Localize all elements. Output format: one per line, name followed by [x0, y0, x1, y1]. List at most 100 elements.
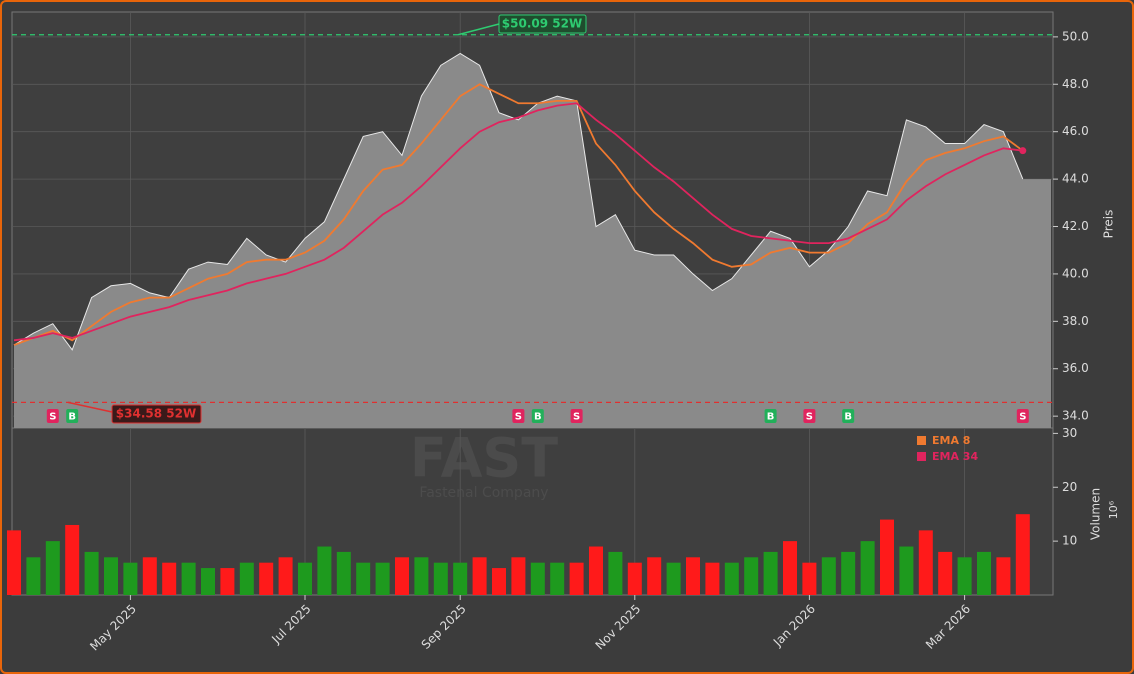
legend-swatch [917, 436, 926, 445]
volume-bar [589, 546, 603, 595]
y-tick-label: 40.0 [1062, 266, 1089, 280]
volume-bar [686, 557, 700, 595]
volume-bar [298, 562, 312, 595]
volume-bar [259, 562, 274, 595]
signal-badge [46, 409, 59, 423]
volume-bar [492, 568, 506, 595]
company-watermark: Fastenal Company [419, 485, 548, 501]
signal-badge [803, 409, 816, 423]
volume-bar [957, 557, 972, 595]
x-tick-label: Jan 2026 [770, 602, 818, 650]
volume-bar [996, 557, 1011, 595]
price-area [14, 53, 1051, 429]
y-tick-label: 34.0 [1062, 409, 1089, 423]
signal-badge [531, 409, 544, 423]
signal-badge [764, 409, 777, 423]
volume-bar [860, 541, 875, 595]
y-tick-label: 20 [1062, 480, 1077, 494]
volume-bar [181, 562, 196, 595]
volume-bar [511, 557, 526, 595]
volume-bar [201, 568, 215, 595]
volume-bar [569, 562, 584, 595]
volume-bar [220, 568, 235, 595]
signal-label: S [49, 412, 56, 423]
y-tick-label: 30 [1062, 426, 1077, 440]
volume-bar [918, 530, 933, 595]
signal-label: B [767, 412, 775, 423]
volume-bar [550, 562, 565, 595]
low-52w-label: $34.58 52W [116, 407, 196, 421]
signal-label: S [1019, 412, 1026, 423]
volume-bar [763, 551, 778, 595]
volume-bar [608, 551, 623, 595]
signal-label: B [844, 412, 852, 423]
x-tick-label: Jul 2025 [268, 602, 313, 647]
signal-label: S [806, 412, 813, 423]
signal-label: S [515, 412, 522, 423]
volume-bar [414, 557, 429, 595]
volume-bar [104, 557, 118, 595]
signal-label: B [68, 412, 76, 423]
y-axis-label: Preis [1102, 210, 1116, 239]
volume-bar [375, 562, 390, 595]
volume-bar [356, 562, 371, 595]
volume-bar [433, 562, 448, 595]
volume-bar [744, 557, 759, 595]
volume-bar [1015, 514, 1030, 595]
volume-bar [977, 551, 991, 595]
low-52w-box [111, 404, 202, 424]
volume-bar [123, 562, 138, 595]
volume-bar [472, 557, 487, 595]
legend-label: EMA 34 [932, 450, 978, 463]
volume-bar [647, 557, 662, 595]
x-tick-label: Nov 2025 [593, 602, 644, 653]
volume-bar [802, 562, 817, 595]
volume-bar [317, 546, 332, 595]
volume-bar [162, 562, 177, 595]
volume-bar [278, 557, 293, 595]
volume-axis-label: Volumen [1089, 488, 1103, 540]
volume-bar [26, 557, 41, 595]
signal-badge [842, 409, 855, 423]
volume-unit: 10⁶ [1107, 500, 1120, 519]
volume-bar [7, 530, 21, 595]
price-line [13, 52, 1024, 351]
ticker-watermark: FAST [410, 427, 558, 490]
signal-badge [570, 409, 583, 423]
volume-bar [65, 524, 80, 595]
signal-label: B [534, 412, 542, 423]
volume-bar [938, 551, 953, 595]
signal-badge [512, 409, 525, 423]
signal-badge [66, 409, 79, 423]
volume-bar [84, 551, 99, 595]
high-52w-box [498, 14, 587, 34]
y-tick-label: 10 [1062, 534, 1077, 548]
signal-label: S [573, 412, 580, 423]
y-tick-label: 48.0 [1062, 77, 1089, 91]
x-tick-label: May 2025 [87, 602, 139, 654]
volume-bar [627, 562, 642, 595]
x-tick-label: Mar 2026 [923, 602, 973, 652]
volume-bar [724, 562, 739, 595]
volume-bar [783, 541, 797, 595]
volume-bar [395, 557, 409, 595]
volume-bar [666, 562, 681, 595]
y-tick-label: 44.0 [1062, 172, 1089, 186]
volume-bar [453, 562, 468, 595]
volume-bar [45, 541, 60, 595]
volume-bar [239, 562, 254, 595]
ema-line [13, 102, 1023, 342]
y-tick-label: 46.0 [1062, 124, 1089, 138]
volume-bar [880, 519, 894, 595]
ema-line [13, 83, 1024, 346]
volume-bar [821, 557, 836, 595]
y-tick-label: 50.0 [1062, 29, 1089, 43]
high-52w-label: $50.09 52W [502, 17, 582, 31]
y-tick-label: 36.0 [1062, 361, 1089, 375]
volume-bar [336, 551, 351, 595]
legend-swatch [917, 452, 926, 461]
y-tick-label: 42.0 [1062, 219, 1089, 233]
volume-bar [705, 562, 720, 595]
